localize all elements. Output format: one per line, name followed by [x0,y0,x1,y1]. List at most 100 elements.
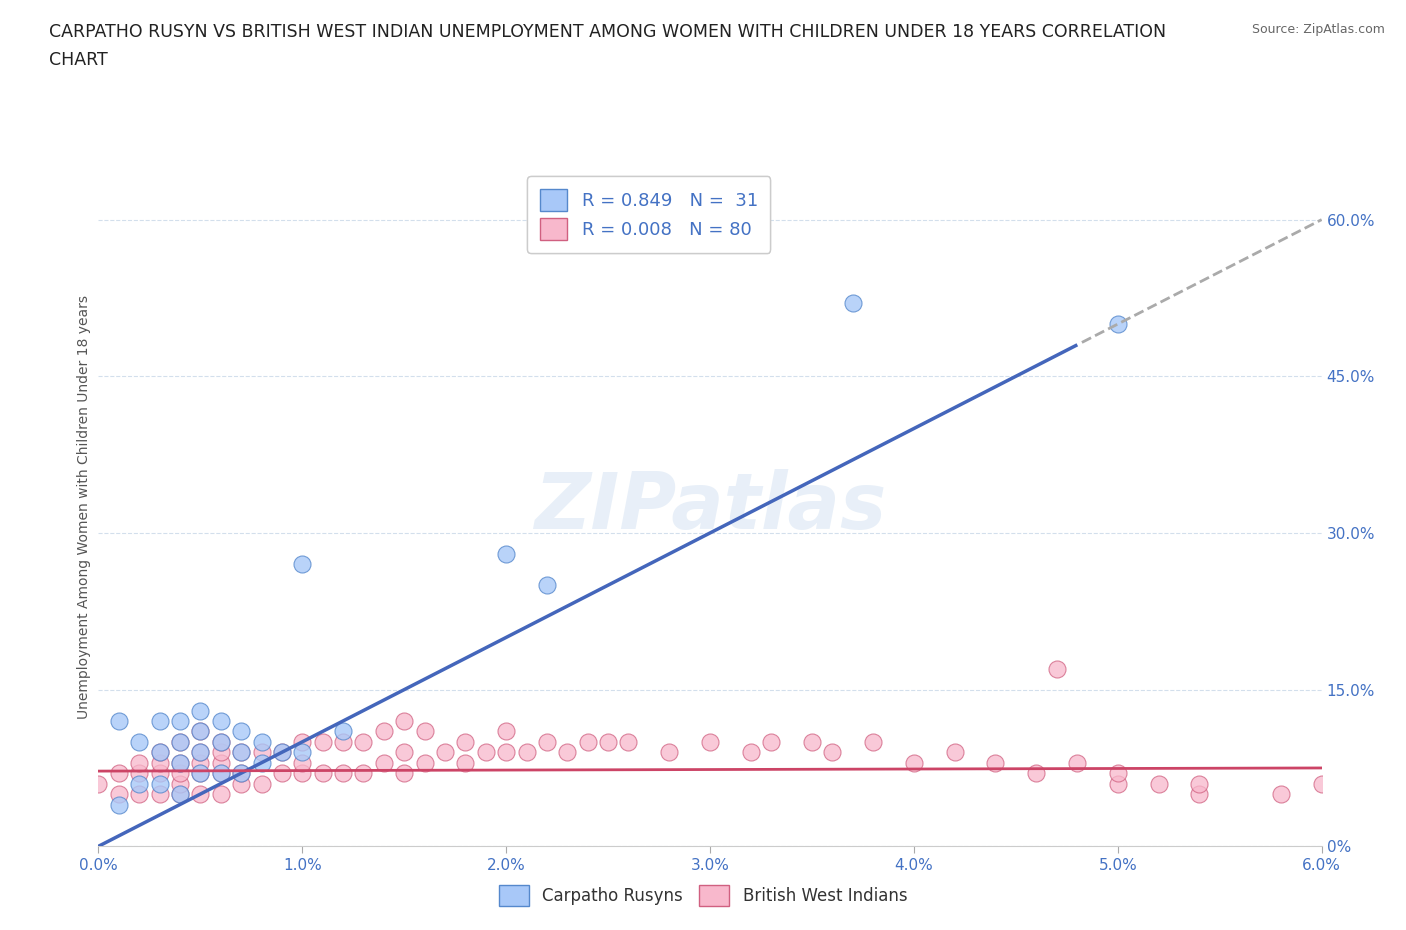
Point [128,765,150,780]
Point [1188,777,1211,791]
Point [1066,755,1088,770]
Point [454,735,477,750]
Point [291,557,314,572]
Y-axis label: Unemployment Among Women with Children Under 18 years: Unemployment Among Women with Children U… [77,295,91,719]
Point [188,755,212,770]
Point [128,755,150,770]
Point [598,735,620,750]
Point [943,745,966,760]
Point [658,745,681,760]
Point [495,745,517,760]
Point [392,713,416,728]
Point [1270,787,1292,802]
Point [149,787,172,802]
Legend: Carpatho Rusyns, British West Indians: Carpatho Rusyns, British West Indians [492,879,914,912]
Point [149,745,172,760]
Point [311,735,335,750]
Point [231,724,253,738]
Point [1025,765,1047,780]
Point [188,787,212,802]
Point [903,755,925,770]
Point [169,777,191,791]
Point [413,724,436,738]
Point [352,765,374,780]
Legend: R = 0.849   N =  31, R = 0.008   N = 80: R = 0.849 N = 31, R = 0.008 N = 80 [527,177,770,253]
Text: CHART: CHART [49,51,108,69]
Point [617,735,640,750]
Point [311,765,335,780]
Text: ZIPatlas: ZIPatlas [534,469,886,545]
Point [740,745,762,760]
Point [270,745,292,760]
Point [108,765,131,780]
Point [862,735,884,750]
Point [413,755,436,770]
Point [250,755,273,770]
Point [188,745,212,760]
Point [1310,777,1333,791]
Point [169,735,191,750]
Point [841,296,863,311]
Point [576,735,599,750]
Point [231,745,253,760]
Point [87,777,110,791]
Point [231,745,253,760]
Point [188,765,212,780]
Point [188,703,212,718]
Point [128,735,150,750]
Point [169,713,191,728]
Point [149,765,172,780]
Point [149,745,172,760]
Point [373,755,395,770]
Point [474,745,498,760]
Point [291,765,314,780]
Point [231,777,253,791]
Point [231,765,253,780]
Point [128,787,150,802]
Point [209,755,232,770]
Point [108,787,131,802]
Point [291,735,314,750]
Point [495,724,517,738]
Point [433,745,456,760]
Point [209,735,232,750]
Point [270,765,292,780]
Point [392,765,416,780]
Text: Source: ZipAtlas.com: Source: ZipAtlas.com [1251,23,1385,36]
Point [270,745,292,760]
Point [761,735,783,750]
Point [169,755,191,770]
Point [169,755,191,770]
Point [188,724,212,738]
Point [188,745,212,760]
Point [169,735,191,750]
Point [209,745,232,760]
Point [209,735,232,750]
Point [821,745,844,760]
Point [1107,777,1129,791]
Point [495,547,517,562]
Point [1107,765,1129,780]
Point [108,713,131,728]
Point [128,777,150,791]
Point [250,777,273,791]
Point [984,755,1007,770]
Point [352,735,374,750]
Point [699,735,721,750]
Point [169,787,191,802]
Point [392,745,416,760]
Point [169,787,191,802]
Point [801,735,824,750]
Point [332,724,354,738]
Point [516,745,538,760]
Point [1045,661,1069,676]
Point [373,724,395,738]
Point [555,745,579,760]
Point [291,745,314,760]
Point [188,724,212,738]
Point [1188,787,1211,802]
Point [332,765,354,780]
Point [108,797,131,812]
Point [231,765,253,780]
Point [454,755,477,770]
